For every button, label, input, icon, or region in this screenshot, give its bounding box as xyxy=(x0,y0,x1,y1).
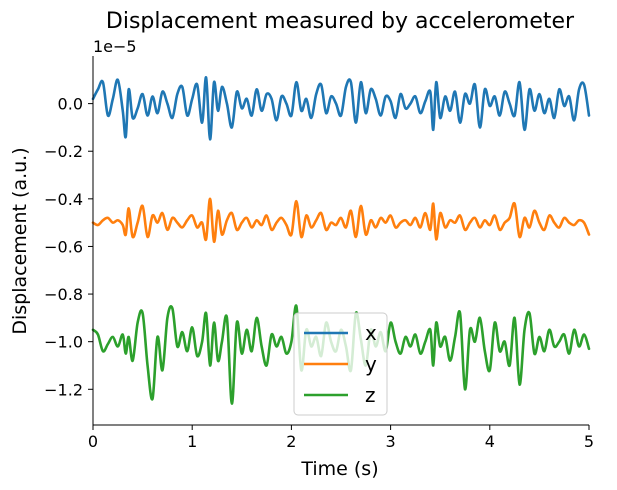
x-tick-label: 4 xyxy=(485,432,495,451)
y-tick-label: −0.2 xyxy=(44,142,83,161)
y-tick-label: −1.0 xyxy=(44,333,83,352)
series-line-y xyxy=(91,197,591,243)
x-tick-label: 5 xyxy=(584,432,594,451)
y-tick-label: −1.2 xyxy=(44,380,83,399)
axes xyxy=(92,56,589,426)
series-line-x xyxy=(91,76,591,141)
x-ticks: 0 1 2 3 4 5 xyxy=(88,425,594,451)
y-tick-label: −0.8 xyxy=(44,285,83,304)
y-ticks: 0.0 −0.2 −0.4 −0.6 −0.8 −1.0 −1.2 xyxy=(44,95,93,399)
legend: xyz xyxy=(293,312,388,416)
x-tick-label: 1 xyxy=(187,432,197,451)
legend-label-z: z xyxy=(365,383,376,407)
y-tick-label: 0.0 xyxy=(58,95,83,114)
y-tick-label: −0.4 xyxy=(44,190,83,209)
y-offset-label: 1e−5 xyxy=(93,37,137,56)
x-tick-label: 2 xyxy=(286,432,296,451)
legend-label-x: x xyxy=(365,321,377,345)
x-tick-label: 3 xyxy=(386,432,396,451)
y-tick-label: −0.6 xyxy=(44,237,83,256)
legend-label-y: y xyxy=(365,352,377,376)
y-axis-label: Displacement (a.u.) xyxy=(9,147,31,334)
x-axis-label: Time (s) xyxy=(300,458,378,480)
x-tick-label: 0 xyxy=(88,432,98,451)
chart-title: Displacement measured by accelerometer xyxy=(106,9,575,34)
